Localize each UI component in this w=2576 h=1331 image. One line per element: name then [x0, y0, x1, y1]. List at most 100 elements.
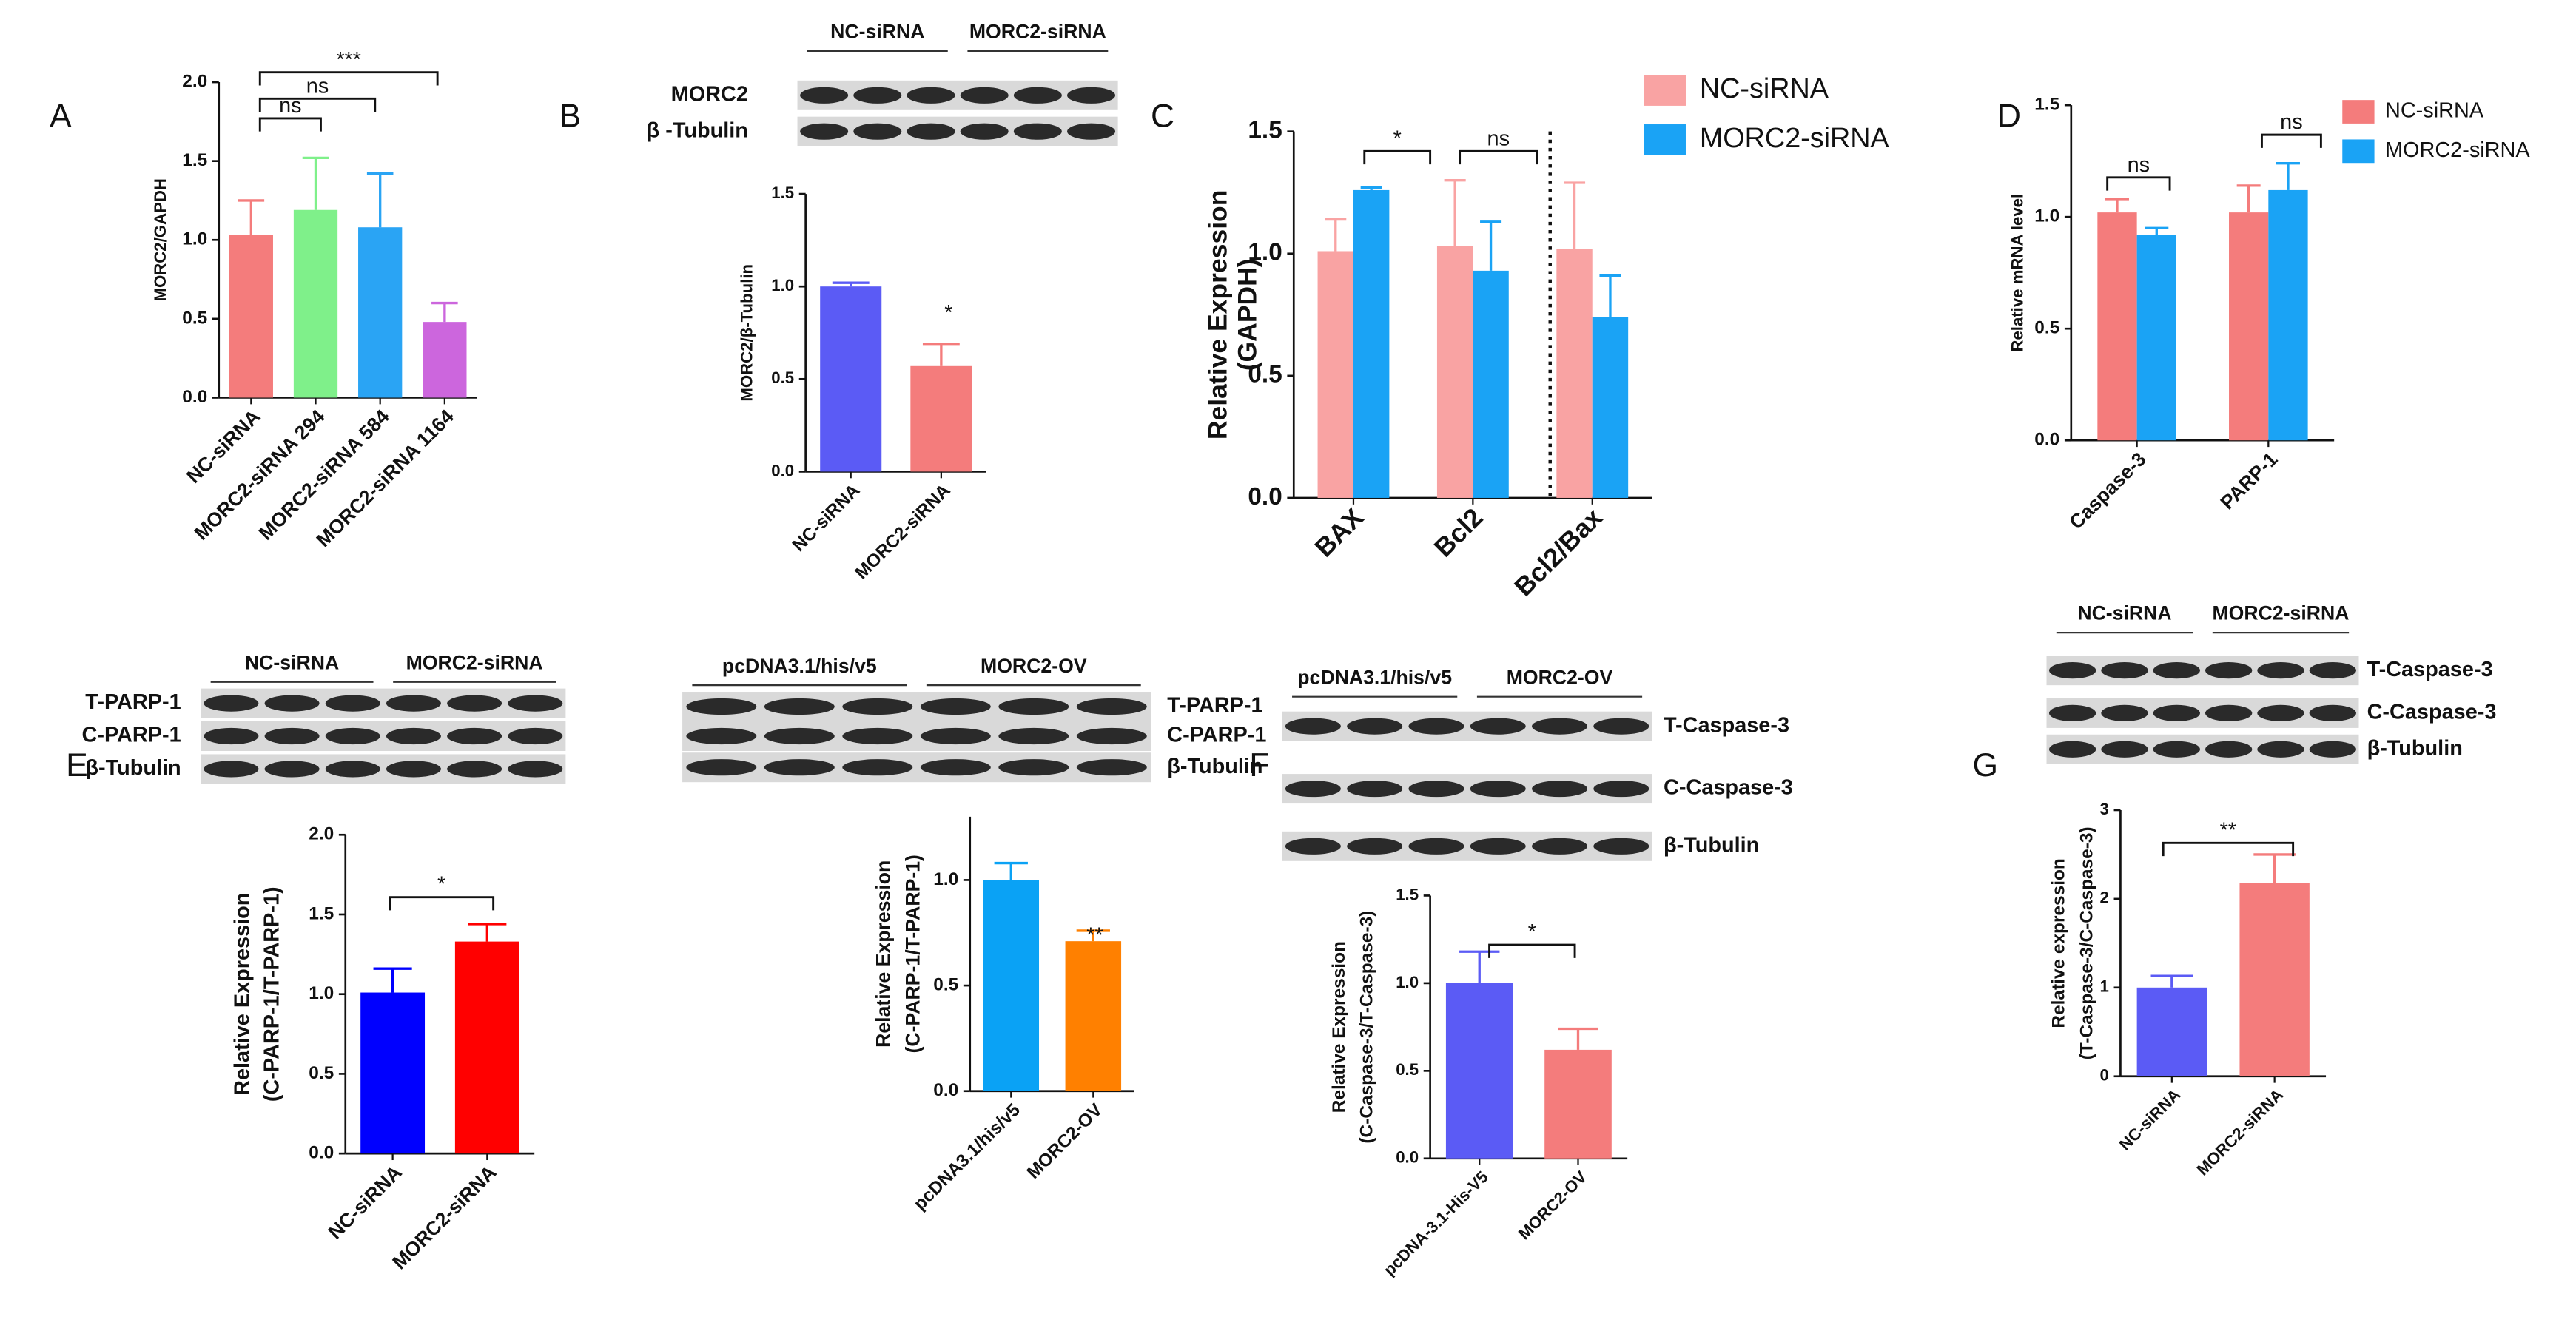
- blot-band: [1013, 123, 1062, 140]
- blot-band: [2309, 741, 2356, 758]
- blot-band: [2101, 704, 2148, 722]
- y-axis-label: (T-Caspase-3/C-Caspase-3): [2076, 826, 2096, 1059]
- blot-band-label: β -Tubulin: [647, 118, 748, 142]
- panel-letter: F: [1249, 747, 1269, 784]
- bar: [293, 209, 338, 398]
- blot-band: [2205, 741, 2253, 758]
- blot-group-label: MORC2-OV: [1507, 666, 1613, 688]
- blot-band: [1408, 838, 1464, 855]
- blot-group-label: pcDNA3.1/his/v5: [1297, 666, 1452, 688]
- error-bar: [922, 343, 960, 366]
- panel: C 0.0 0.5 1.0 1.5 Relative Expression (GAPDH) N…: [1151, 73, 1889, 602]
- blot-band: [764, 759, 835, 776]
- blot-band: [960, 87, 1009, 104]
- y-tick-label: 1.5: [1248, 116, 1282, 144]
- blot-band: [2101, 662, 2148, 679]
- y-tick-label: 1.5: [1396, 885, 1419, 903]
- error-bar: [1360, 186, 1382, 190]
- y-axis-label: (C-PARP-1/T-PARP-1): [901, 855, 924, 1053]
- bar: [2268, 189, 2308, 441]
- legend-swatch: [1644, 124, 1686, 155]
- blot-band-label: β-Tubulin: [1167, 755, 1262, 778]
- bar: [2097, 212, 2137, 441]
- bar: [1544, 1049, 1612, 1159]
- legend-swatch: [2342, 139, 2375, 164]
- blot-strip: [682, 752, 1151, 783]
- x-tick-label: MORC2-OV: [1515, 1167, 1590, 1243]
- blot-band: [1285, 718, 1341, 735]
- blot-band: [2153, 704, 2200, 722]
- blot-band: [686, 759, 757, 776]
- blot-band: [907, 87, 955, 104]
- x-tick-label: MORC2-OV: [1023, 1099, 1107, 1183]
- y-tick-label: 1.0: [933, 869, 958, 889]
- blot-band: [447, 727, 502, 745]
- x-tick-label: Bcl2: [1428, 502, 1488, 562]
- y-tick-label: 1: [2100, 977, 2109, 996]
- y-tick-label: 0.0: [1248, 483, 1282, 511]
- blot-band: [800, 87, 849, 104]
- error-bar: [373, 967, 412, 993]
- error-bar: [1459, 950, 1500, 983]
- significance-label: *: [1528, 920, 1536, 944]
- blot-group-label: NC-siRNA: [830, 20, 924, 42]
- panel: ENC-siRNA MORC2-siRNAT-PARP-1C-PARP-1β-Tu…: [66, 651, 566, 1273]
- error-bar: [994, 861, 1028, 880]
- blot-band: [2257, 741, 2304, 758]
- blot-band: [1470, 780, 1526, 798]
- y-tick-label: 1.0: [2034, 206, 2059, 226]
- legend-label: MORC2-siRNA: [2385, 138, 2530, 162]
- blot-strip: [2046, 698, 2359, 728]
- bar: [454, 941, 519, 1154]
- blot-band: [2049, 704, 2096, 722]
- legend-label: MORC2-siRNA: [1700, 122, 1890, 153]
- error-bar: [1480, 220, 1502, 271]
- blot-band: [920, 698, 991, 715]
- error-bar: [2105, 198, 2129, 213]
- blot-band: [853, 123, 902, 140]
- blot-band: [686, 727, 757, 745]
- y-tick-label: 2.0: [309, 824, 334, 844]
- blot-band: [2049, 741, 2096, 758]
- x-tick-label: NC-siRNA: [789, 480, 864, 556]
- blot-strip: [682, 721, 1151, 751]
- panel-letter: G: [1973, 747, 1999, 784]
- blot-band: [2153, 662, 2200, 679]
- blot-strip: [201, 721, 566, 751]
- y-axis-label: (C-Caspase-3/T-Caspase-3): [1357, 911, 1377, 1144]
- x-tick-label: NC-siRNA: [324, 1161, 406, 1243]
- bar: [358, 227, 403, 398]
- significance-bracket: [1459, 149, 1538, 165]
- legend-swatch: [2342, 100, 2375, 124]
- blot-band-label: T-Caspase-3: [2367, 658, 2493, 681]
- bar: [2136, 987, 2207, 1076]
- panel-letter: E: [66, 747, 88, 784]
- blot-band: [764, 698, 835, 715]
- blot-band: [960, 123, 1009, 140]
- significance-bracket: [258, 117, 322, 132]
- panel-letter: B: [559, 98, 581, 135]
- blot-band: [2257, 662, 2304, 679]
- blot-band: [2153, 741, 2200, 758]
- y-tick-label: 1.5: [182, 150, 207, 170]
- y-axis-label: Relative Expression: [872, 860, 894, 1048]
- blot-band: [998, 727, 1069, 745]
- y-axis-label: (GAPDH): [1233, 258, 1262, 371]
- blot-band: [1285, 838, 1341, 855]
- blot-band: [1532, 838, 1587, 855]
- y-axis-label: MORC2/GAPDH: [151, 178, 169, 301]
- panel: A0.00.51.01.52.0MORC2/GAPDHNC-siRNAMORC2…: [50, 48, 477, 551]
- blot-group-label: pcDNA3.1/his/v5: [722, 655, 877, 677]
- error-bar: [366, 172, 394, 228]
- bar: [1556, 249, 1593, 498]
- y-axis-label: Relative Expression: [231, 893, 255, 1096]
- bar: [820, 286, 882, 472]
- blot-band: [2257, 704, 2304, 722]
- x-tick-label: Bcl2/Bax: [1509, 502, 1609, 602]
- blot-band: [2309, 662, 2356, 679]
- blot-band: [325, 727, 380, 745]
- y-tick-label: 0: [2100, 1066, 2109, 1085]
- blot-band: [686, 698, 757, 715]
- blot-strip: [2046, 734, 2359, 764]
